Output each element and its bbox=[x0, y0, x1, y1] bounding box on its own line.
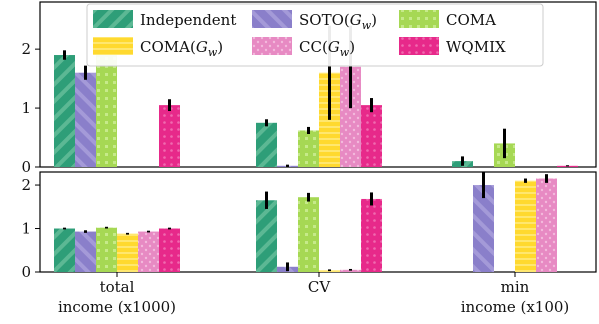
legend-label: SOTO(Gw) bbox=[299, 11, 377, 32]
y-tick-label: 0 bbox=[21, 263, 31, 281]
bar-sotogw-0 bbox=[75, 72, 96, 167]
bar-ccgw-0 bbox=[138, 231, 159, 272]
bar-sotogw-0 bbox=[75, 231, 96, 272]
bar-independent-1 bbox=[256, 200, 277, 272]
legend-swatch bbox=[93, 37, 133, 55]
y-tick-label: 2 bbox=[21, 176, 31, 194]
bar-sotogw-2 bbox=[473, 185, 494, 272]
bar-ccgw-2 bbox=[536, 178, 557, 272]
y-tick-label: 2 bbox=[21, 40, 31, 58]
bar-independent-0 bbox=[54, 228, 75, 272]
bar-comagw-1 bbox=[319, 72, 340, 167]
bar-independent-0 bbox=[54, 55, 75, 167]
category-label: total bbox=[100, 278, 135, 296]
bar-wqmix-1 bbox=[361, 105, 382, 167]
category-label: income (x1000) bbox=[58, 298, 176, 316]
bar-coma-0 bbox=[96, 42, 117, 168]
bar-ccgw-1 bbox=[340, 66, 361, 167]
category-label: CV bbox=[308, 278, 331, 296]
legend-swatch bbox=[399, 10, 439, 28]
y-tick-label: 1 bbox=[21, 220, 31, 238]
bar-comagw-0 bbox=[117, 233, 138, 272]
bar-ccgw-1 bbox=[340, 269, 361, 272]
legend-label: Independent bbox=[140, 11, 236, 29]
legend-swatch bbox=[252, 10, 292, 28]
bar-comagw-2 bbox=[515, 180, 536, 272]
bar-wqmix-0 bbox=[159, 228, 180, 272]
legend-label: COMA(Gw) bbox=[140, 38, 223, 59]
y-tick-label: 1 bbox=[21, 99, 31, 117]
legend-swatch bbox=[252, 37, 292, 55]
y-tick-label: 0 bbox=[21, 158, 31, 176]
bar-wqmix-1 bbox=[361, 198, 382, 272]
legend-label: WQMIX bbox=[446, 38, 506, 56]
legend-swatch bbox=[93, 10, 133, 28]
category-label: min bbox=[501, 278, 530, 296]
bar-independent-1 bbox=[256, 122, 277, 167]
legend-swatch bbox=[399, 37, 439, 55]
bar-coma-0 bbox=[96, 227, 117, 272]
bar-coma-1 bbox=[298, 197, 319, 272]
bar-wqmix-0 bbox=[159, 105, 180, 167]
legend-label: COMA bbox=[446, 11, 496, 29]
category-label: income (x100) bbox=[461, 298, 570, 316]
bar-coma-1 bbox=[298, 130, 319, 167]
